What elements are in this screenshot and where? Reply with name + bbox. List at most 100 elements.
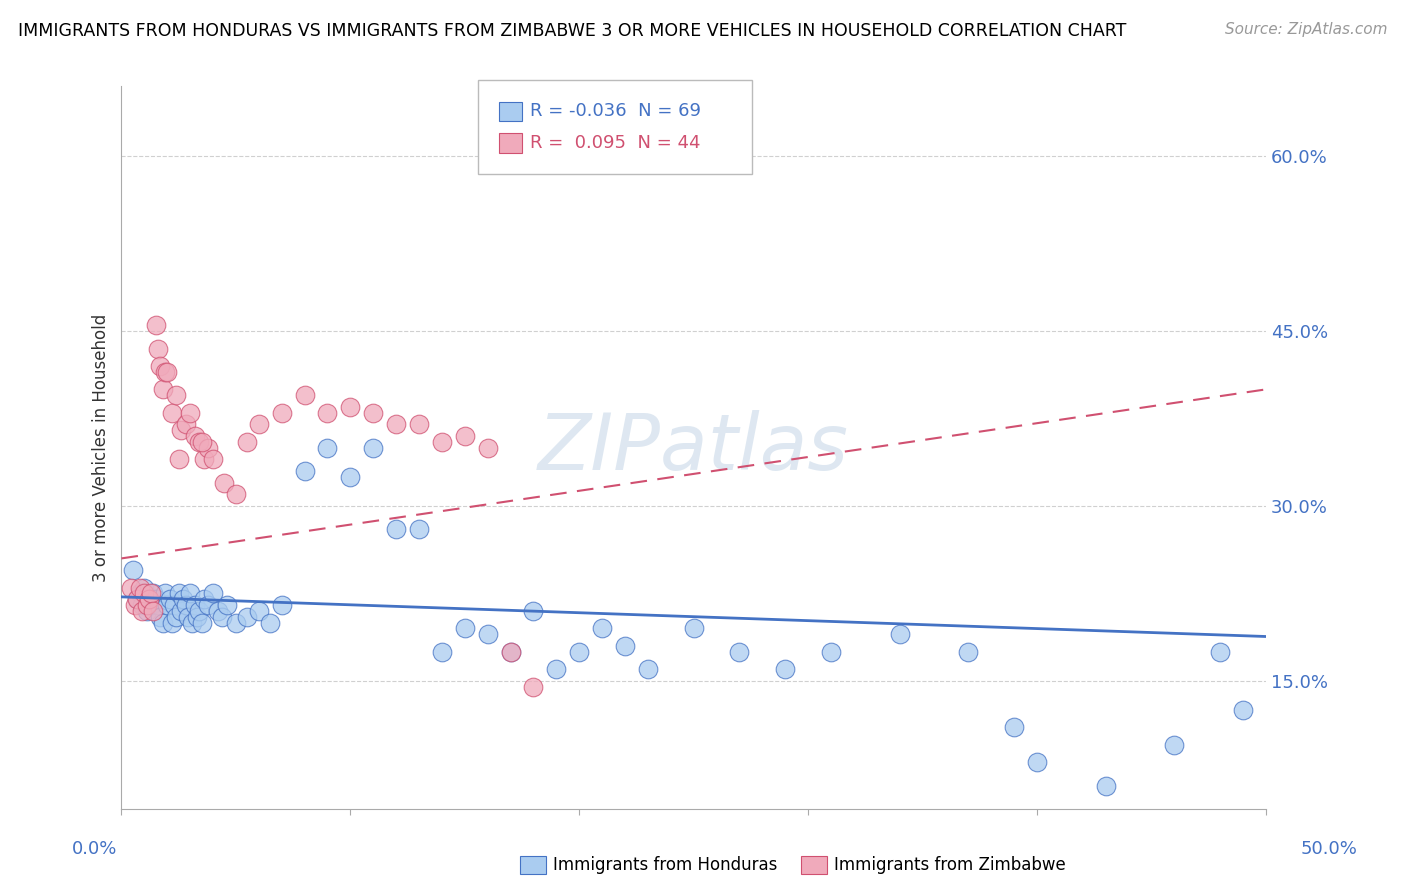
- Point: [1094, 779, 1116, 793]
- Point: [146, 598, 169, 612]
- Point: [477, 627, 499, 641]
- Point: [179, 406, 201, 420]
- Point: [1163, 738, 1185, 752]
- Point: [131, 598, 153, 612]
- Point: [225, 487, 247, 501]
- Point: [294, 388, 316, 402]
- Point: [820, 645, 842, 659]
- Point: [201, 586, 224, 600]
- Point: [186, 609, 208, 624]
- Point: [361, 441, 384, 455]
- Point: [142, 586, 165, 600]
- Point: [682, 621, 704, 635]
- Point: [225, 615, 247, 630]
- Point: [188, 434, 211, 449]
- Point: [141, 598, 163, 612]
- Point: [207, 604, 229, 618]
- Text: R = -0.036  N = 69: R = -0.036 N = 69: [530, 103, 702, 120]
- Point: [167, 452, 190, 467]
- Point: [179, 586, 201, 600]
- Text: R =  0.095  N = 44: R = 0.095 N = 44: [530, 134, 700, 152]
- Point: [215, 598, 238, 612]
- Text: Immigrants from Zimbabwe: Immigrants from Zimbabwe: [834, 856, 1066, 874]
- Point: [152, 615, 174, 630]
- Point: [127, 592, 149, 607]
- Point: [361, 406, 384, 420]
- Point: [135, 598, 157, 612]
- Point: [499, 645, 522, 659]
- Point: [174, 417, 197, 432]
- Point: [499, 645, 522, 659]
- Point: [259, 615, 281, 630]
- Point: [156, 598, 179, 612]
- Point: [134, 581, 156, 595]
- Point: [477, 441, 499, 455]
- Text: Immigrants from Honduras: Immigrants from Honduras: [553, 856, 778, 874]
- Point: [408, 417, 430, 432]
- Point: [270, 598, 292, 612]
- Text: 0.0%: 0.0%: [72, 839, 117, 857]
- Point: [124, 598, 146, 612]
- Point: [316, 406, 339, 420]
- Point: [128, 586, 150, 600]
- Point: [214, 475, 236, 490]
- Point: [165, 609, 187, 624]
- Point: [122, 563, 145, 577]
- Point: [146, 342, 169, 356]
- Point: [408, 522, 430, 536]
- Text: IMMIGRANTS FROM HONDURAS VS IMMIGRANTS FROM ZIMBABWE 3 OR MORE VEHICLES IN HOUSE: IMMIGRANTS FROM HONDURAS VS IMMIGRANTS F…: [18, 22, 1126, 40]
- Point: [170, 604, 193, 618]
- Point: [153, 586, 176, 600]
- Point: [568, 645, 591, 659]
- Point: [247, 604, 270, 618]
- Point: [1232, 703, 1254, 717]
- Point: [153, 365, 176, 379]
- Point: [134, 586, 156, 600]
- Point: [613, 639, 636, 653]
- Point: [131, 604, 153, 618]
- Point: [197, 598, 219, 612]
- Point: [120, 581, 142, 595]
- Point: [181, 615, 204, 630]
- Point: [174, 598, 197, 612]
- Point: [165, 388, 187, 402]
- Point: [156, 365, 179, 379]
- Point: [211, 609, 233, 624]
- Point: [637, 662, 659, 676]
- Point: [149, 359, 172, 373]
- Point: [163, 598, 186, 612]
- Point: [236, 609, 259, 624]
- Point: [177, 609, 200, 624]
- Point: [183, 429, 205, 443]
- Point: [522, 680, 544, 694]
- Point: [430, 645, 453, 659]
- Point: [127, 592, 149, 607]
- Point: [316, 441, 339, 455]
- Point: [172, 592, 194, 607]
- Text: ZIPatlas: ZIPatlas: [538, 409, 849, 485]
- Point: [145, 318, 167, 333]
- Point: [773, 662, 796, 676]
- Point: [149, 609, 172, 624]
- Point: [142, 604, 165, 618]
- Point: [270, 406, 292, 420]
- Point: [430, 434, 453, 449]
- Point: [170, 423, 193, 437]
- Text: Source: ZipAtlas.com: Source: ZipAtlas.com: [1225, 22, 1388, 37]
- Point: [135, 604, 157, 618]
- Point: [152, 383, 174, 397]
- Point: [385, 417, 408, 432]
- Text: 50.0%: 50.0%: [1301, 839, 1357, 857]
- Point: [190, 615, 212, 630]
- Point: [188, 604, 211, 618]
- Point: [236, 434, 259, 449]
- Y-axis label: 3 or more Vehicles in Household: 3 or more Vehicles in Household: [93, 314, 110, 582]
- Point: [183, 598, 205, 612]
- Point: [160, 406, 183, 420]
- Point: [145, 592, 167, 607]
- Point: [160, 615, 183, 630]
- Point: [1209, 645, 1232, 659]
- Point: [1002, 720, 1025, 734]
- Point: [728, 645, 751, 659]
- Point: [1025, 756, 1047, 770]
